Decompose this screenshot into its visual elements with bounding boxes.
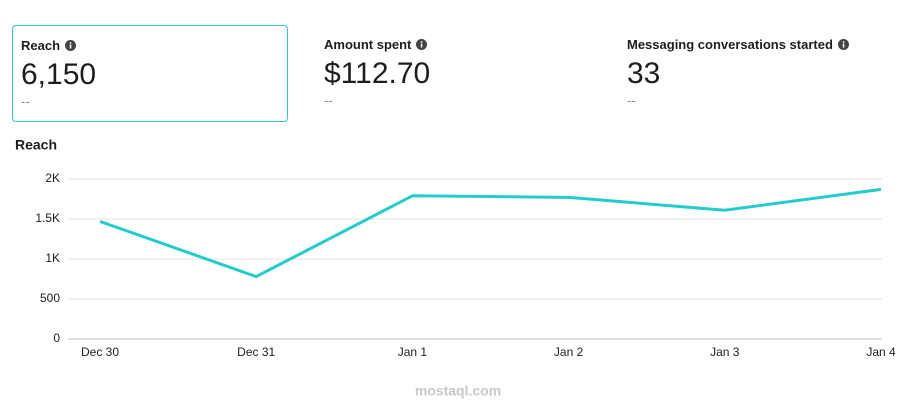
info-icon[interactable] (65, 39, 77, 51)
metric-label-row: Reach (21, 36, 279, 54)
metric-change: -- (21, 94, 30, 109)
x-tick-label: Jan 4 (866, 345, 896, 359)
x-tick-label: Dec 31 (237, 345, 275, 359)
y-tick-label: 1K (45, 251, 60, 265)
metric-label-row: Messaging conversations started (627, 35, 887, 53)
metric-label: Messaging conversations started (627, 36, 833, 52)
info-icon[interactable] (416, 38, 428, 50)
x-tick-label: Jan 2 (554, 345, 584, 359)
metric-card[interactable]: Amount spent $112.70 -- (316, 25, 592, 122)
metric-value: 6,150 (21, 58, 97, 91)
metric-label-row: Amount spent (324, 35, 584, 53)
info-icon[interactable] (837, 38, 849, 50)
metric-label: Amount spent (324, 36, 412, 52)
metric-change: -- (324, 93, 333, 108)
watermark: mostaql.com (415, 383, 501, 399)
metric-value: $112.70 (324, 57, 431, 90)
metric-card[interactable]: Messaging conversations started 33 -- (619, 25, 895, 122)
x-tick-label: Jan 1 (398, 345, 428, 359)
y-tick-label: 1.5K (35, 211, 60, 225)
y-tick-label: 500 (40, 291, 60, 305)
metric-value: 33 (627, 57, 661, 90)
y-tick-label: 0 (53, 331, 60, 345)
x-tick-label: Dec 30 (81, 345, 119, 359)
metric-card[interactable]: Reach 6,150 -- (12, 25, 288, 122)
metric-label: Reach (21, 37, 61, 53)
line (99, 187, 882, 279)
metric-change: -- (627, 93, 636, 108)
x-tick-label: Jan 3 (710, 345, 740, 359)
chart-title: Reach (15, 137, 57, 153)
y-tick-label: 2K (45, 171, 60, 185)
